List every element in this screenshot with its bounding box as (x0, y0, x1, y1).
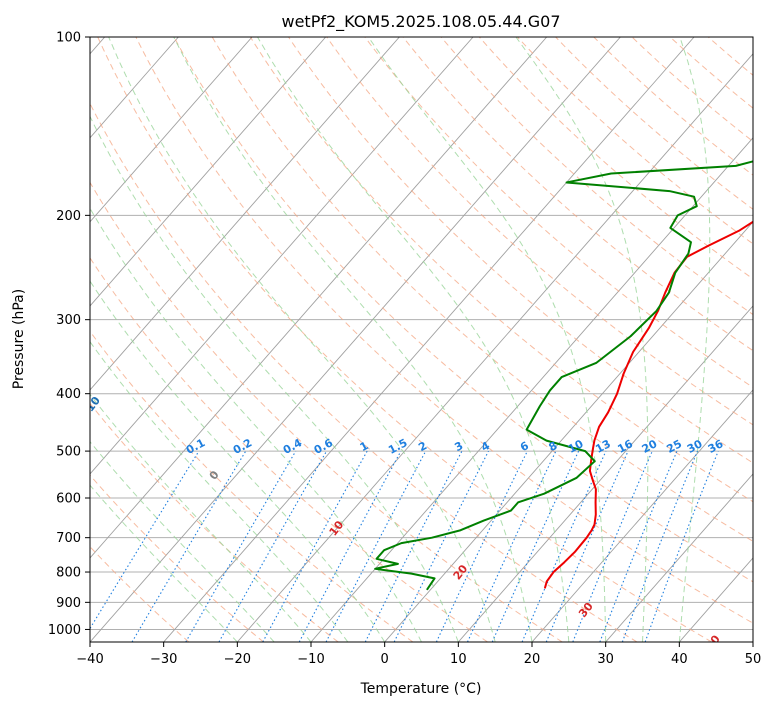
dry-adiabat-line (288, 37, 753, 464)
moist-adiabat-line (515, 37, 649, 642)
y-tick-label: 900 (56, 596, 81, 611)
dry-adiabat-line (249, 37, 753, 503)
dry-adiabat-line (631, 37, 753, 143)
y-tick-label: 200 (56, 209, 81, 224)
mixing-ratio-line-11 (491, 450, 580, 642)
isotherm-line (236, 53, 753, 642)
y-tick-label: 500 (56, 445, 81, 460)
plot-background (90, 37, 753, 642)
mixing-ratio-label-11: 10 (566, 437, 586, 456)
pressure-gridlines (90, 37, 753, 630)
dry-adiabat-line (478, 37, 753, 280)
mixing-ratio-line-4 (262, 450, 368, 642)
x-tick-label: 0 (381, 652, 389, 667)
moist-adiabats (90, 37, 711, 642)
moist-adiabat-line (90, 340, 349, 642)
dry-adiabat-line (90, 474, 264, 642)
plot-frame (89, 36, 754, 643)
isotherm-line (163, 37, 695, 642)
mixing-ratio-label-14: 20 (640, 437, 660, 456)
moist-adiabat-line (367, 37, 607, 642)
dry-adiabat-line (440, 37, 753, 316)
dry-adiabat-line (326, 37, 753, 426)
moist-adiabat-line (90, 440, 275, 642)
dry-adiabat-line (364, 37, 753, 388)
isotherm-line (90, 37, 253, 223)
isotherm-line (531, 389, 753, 642)
dry-adiabat-line (90, 181, 563, 642)
y-tick-label: 400 (56, 387, 81, 402)
isotherm-line (384, 221, 753, 642)
dry-adiabat-line (90, 102, 638, 642)
mixing-ratio-line-9 (435, 450, 528, 642)
moist-adiabat-line (90, 484, 238, 642)
mixing-ratio-label-15: 25 (664, 437, 684, 456)
y-tick-label: 300 (56, 313, 81, 328)
y-tick-label: 800 (56, 566, 81, 581)
mixing-ratio-label-17: 36 (706, 437, 726, 456)
moist-adiabat-line (108, 37, 496, 642)
isotherm-line (90, 37, 474, 475)
x-axis-label: Temperature (°C) (360, 681, 482, 697)
x-tick-label: 20 (524, 652, 541, 667)
y-tick-label: 700 (56, 531, 81, 546)
x-tick-label: 30 (597, 652, 614, 667)
mixing-ratio-line-1 (131, 450, 247, 642)
moist-adiabat-line (90, 280, 386, 642)
mixing-ratio-line-2 (185, 450, 297, 642)
dry-adiabat-line (593, 37, 753, 176)
sounding-series (374, 160, 753, 591)
x-tick-label: 10 (450, 652, 467, 667)
mixing-ratio-line-0 (90, 450, 200, 630)
isotherm-line (90, 37, 327, 307)
chart-title: wetPf2_KOM5.2025.108.05.44.G07 (281, 12, 560, 32)
dry-adiabat-line (173, 37, 753, 583)
isotherm-line (90, 37, 621, 642)
moist-adiabat-line (90, 207, 422, 642)
isotherm-line (457, 305, 753, 642)
dry-adiabats (90, 37, 753, 642)
dry-adiabat-line (135, 37, 753, 624)
moist-adiabat-line (678, 37, 711, 642)
dry-adiabat-line (97, 37, 712, 642)
mixing-ratio-line-14 (572, 450, 653, 642)
mixing-ratio-label-13: 16 (615, 437, 635, 456)
dry-adiabat-label-14: 40 (703, 632, 723, 652)
mixing-ratio-line-10 (467, 450, 557, 642)
moist-adiabat-line (90, 115, 459, 642)
moist-adiabat-line (173, 37, 533, 642)
x-tick-label: 40 (671, 652, 688, 667)
mixing-ratio-line-13 (545, 450, 629, 642)
mixing-ratio-line-5 (298, 450, 402, 642)
dewpoint-line (374, 160, 753, 591)
x-tick-label: −10 (297, 652, 324, 667)
isotherm-line (90, 37, 548, 559)
temperature-line (544, 220, 753, 589)
mixing-ratio-label-16: 30 (685, 437, 705, 456)
y-axis-label: Pressure (hPa) (11, 289, 27, 389)
mixing-ratio-line-3 (218, 450, 328, 642)
mixing-ratio-line-8 (393, 450, 489, 642)
dry-adiabat-line (90, 257, 488, 642)
y-tick-label: 100 (56, 31, 81, 46)
isotherm-line (90, 37, 400, 391)
y-tick-label: 600 (56, 492, 81, 507)
isotherms (90, 37, 753, 642)
x-tick-label: −20 (224, 652, 251, 667)
dry-adiabat-line (211, 37, 753, 542)
moist-adiabat-line (257, 37, 570, 642)
axes: −40 −30 −20 −10 0 10 20 30 40 50 100 200 300 400 500 60… (48, 31, 761, 668)
dry-adiabat-line (90, 330, 414, 642)
mixing-ratio-lines (90, 450, 719, 642)
moist-adiabat-line (90, 393, 312, 642)
x-tick-label: −30 (150, 652, 177, 667)
x-tick-label: 50 (745, 652, 762, 667)
mixing-ratio-label-12: 13 (593, 437, 613, 456)
y-tick-label: 1000 (48, 623, 81, 638)
x-tick-label: −40 (76, 652, 103, 667)
isotherm-line (605, 473, 753, 642)
